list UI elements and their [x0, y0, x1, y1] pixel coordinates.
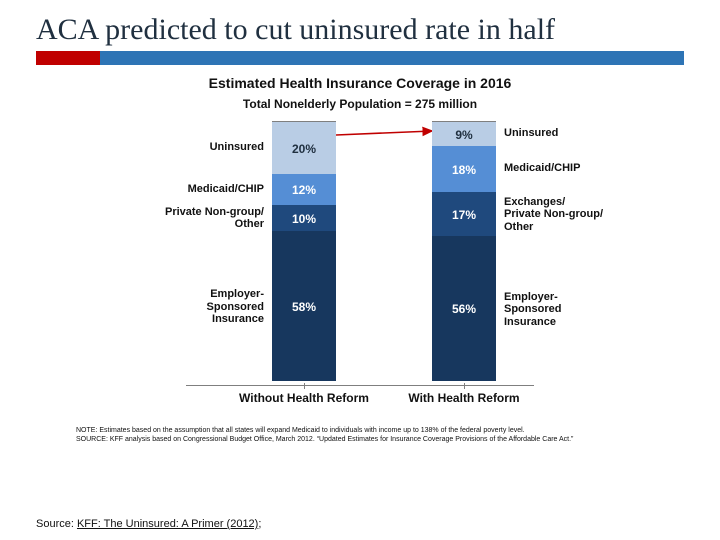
bar-segment-medicaid: 12% — [272, 174, 336, 205]
bar-segment-esi: 58% — [272, 231, 336, 381]
x-axis — [186, 385, 534, 386]
segment-label: Employer-SponsoredInsurance — [504, 291, 624, 329]
segment-label: Medicaid/CHIP — [504, 162, 624, 175]
bar-segment-medicaid: 18% — [432, 146, 496, 193]
note-line-1: NOTE: Estimates based on the assumption … — [76, 427, 644, 436]
chart-note: NOTE: Estimates based on the assumption … — [36, 427, 684, 445]
chart-subtitle: Total Nonelderly Population = 275 millio… — [36, 97, 684, 111]
bar-segment-private: 10% — [272, 205, 336, 231]
bar-segment-uninsured: 9% — [432, 122, 496, 145]
bar-segment-esi: 56% — [432, 236, 496, 381]
segment-label: Medicaid/CHIP — [144, 183, 264, 196]
source-citation: Source: KFF: The Uninsured: A Primer (20… — [36, 518, 261, 530]
bar-segment-uninsured: 20% — [272, 122, 336, 174]
slide: ACA predicted to cut uninsured rate in h… — [0, 0, 720, 540]
source-suffix: ; — [258, 518, 261, 530]
bar-segment-private: 17% — [432, 192, 496, 236]
source-prefix: Source: — [36, 518, 77, 530]
segment-label: Exchanges/Private Non-group/Other — [504, 196, 624, 234]
segment-label: Uninsured — [504, 127, 624, 140]
segment-label: Employer-SponsoredInsurance — [144, 288, 264, 326]
slide-title: ACA predicted to cut uninsured rate in h… — [36, 12, 684, 47]
segment-label: Uninsured — [144, 141, 264, 154]
bar-column: 9%18%17%56% — [432, 121, 496, 381]
source-link[interactable]: KFF: The Uninsured: A Primer (2012) — [77, 518, 258, 530]
x-axis-label: Without Health Reform — [234, 391, 374, 405]
bar-column: 20%12%10%58% — [272, 121, 336, 381]
segment-label: Private Non-group/Other — [144, 206, 264, 231]
chart: Estimated Health Insurance Coverage in 2… — [36, 75, 684, 453]
accent-blue — [100, 51, 684, 65]
accent-bar — [36, 51, 684, 65]
chart-title: Estimated Health Insurance Coverage in 2… — [36, 75, 684, 91]
plot-area: 20%12%10%58% Uninsured Medicaid/CHIP Privat… — [36, 121, 684, 421]
note-line-2: SOURCE: KFF analysis based on Congressio… — [76, 436, 644, 445]
x-axis-label: With Health Reform — [394, 391, 534, 405]
accent-red — [36, 51, 100, 65]
